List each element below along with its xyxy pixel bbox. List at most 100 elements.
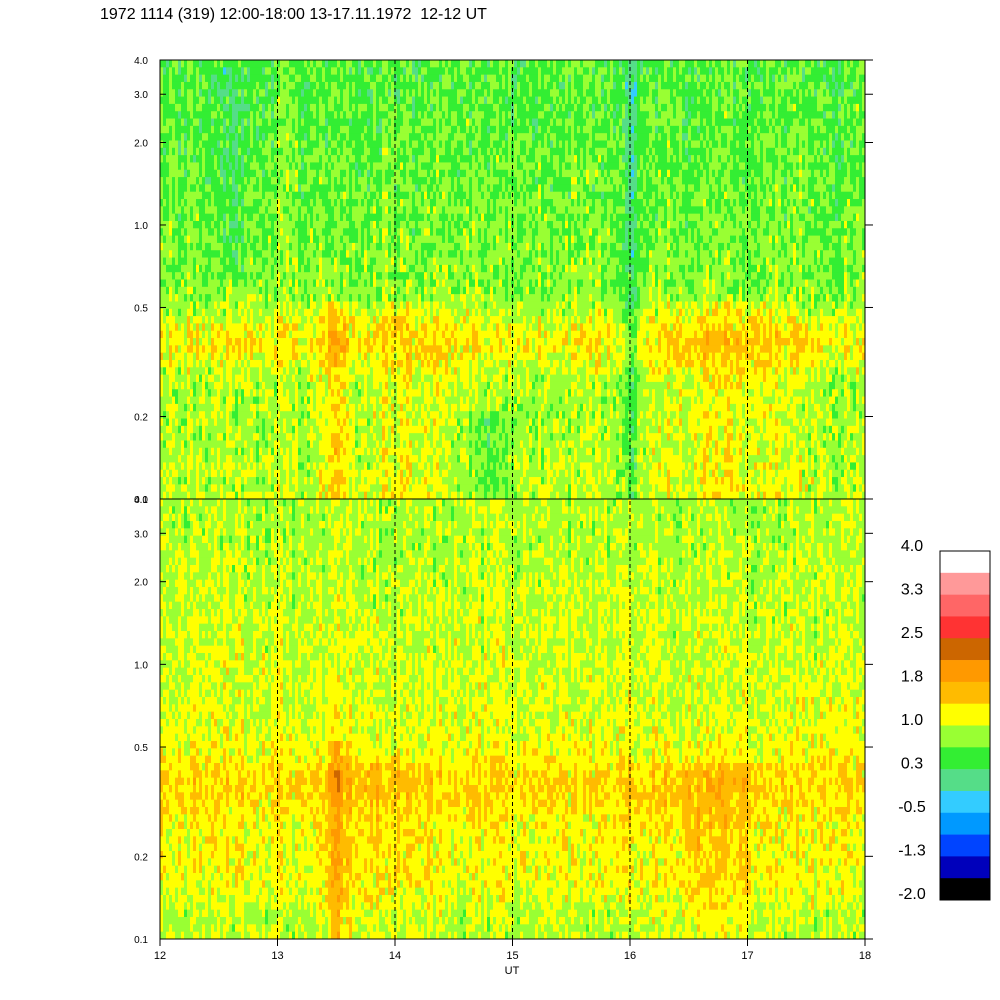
spectrogram-cell [301,264,305,273]
spectrogram-cell [262,381,266,390]
spectrogram-cell [373,250,377,258]
spectrogram-cell [181,279,185,288]
spectrogram-cell [286,338,290,346]
spectrogram-cell [250,220,254,229]
spectrogram-cell [250,235,254,244]
spectrogram-cell [361,96,365,105]
spectrogram-cell [283,338,287,346]
spectrogram-cell [223,374,227,383]
spectrogram-cell [178,396,182,405]
spectrogram-cell [172,374,176,383]
spectrogram-cell [235,491,239,499]
spectrogram-cell [397,286,401,295]
spectrogram-cell [283,374,287,383]
spectrogram-cell [190,491,194,499]
spectrogram-cell [172,433,176,441]
spectrogram-cell [301,396,305,405]
spectrogram-cell [307,162,311,171]
spectrogram-cell [331,403,335,412]
spectrogram-cell [346,345,350,354]
spectrogram-cell [166,272,170,280]
spectrogram-cell [385,140,389,149]
spectrogram-cell [208,103,212,112]
spectrogram-cell [211,60,215,68]
spectrogram-cell [361,279,365,288]
spectrogram-cell [382,425,386,434]
spectrogram-cell [406,213,410,222]
spectrogram-cell [286,140,290,149]
spectrogram-cell [364,323,368,332]
spectrogram-cell [316,374,320,383]
spectrogram-cell [244,103,248,112]
spectrogram-cell [184,367,188,376]
spectrogram-cell [253,323,257,332]
spectrogram-cell [274,177,278,185]
spectrogram-cell [226,469,230,478]
spectrogram-cell [307,96,311,105]
spectrogram-cell [160,272,164,280]
spectrogram-cell [196,455,200,463]
spectrogram-cell [247,103,251,112]
spectrogram-cell [325,316,329,324]
spectrogram-cell [310,308,314,317]
spectrogram-cell [337,155,341,163]
spectrogram-cell [358,425,362,434]
spectrogram-cell [409,177,413,185]
spectrogram-cell [328,440,332,449]
spectrogram-cell [283,133,287,141]
spectrogram-cell [253,411,257,419]
spectrogram-cell [397,213,401,222]
spectrogram-cell [193,89,197,97]
spectrogram-cell [277,469,281,478]
spectrogram-cell [235,411,239,419]
spectrogram-cell [334,155,338,163]
spectrogram-cell [223,235,227,244]
spectrogram-cell [406,367,410,376]
spectrogram-cell [388,228,392,236]
spectrogram-cell [169,294,173,302]
spectrogram-cell [304,191,308,200]
spectrogram-cell [244,330,248,339]
spectrogram-cell [394,367,398,376]
spectrogram-cell [310,147,314,156]
spectrogram-cell [196,184,200,193]
spectrogram-cell [298,433,302,441]
spectrogram-cell [328,338,332,346]
spectrogram-cell [346,418,350,427]
spectrogram-cell [271,477,275,485]
spectrogram-cell [346,125,350,134]
spectrogram-cell [292,257,296,266]
spectrogram-cell [178,367,182,376]
spectrogram-cell [394,184,398,193]
spectrogram-cell [382,433,386,441]
spectrogram-cell [397,294,401,302]
spectrogram-cell [235,111,239,119]
spectrogram-cell [361,462,365,471]
spectrogram-cell [214,257,218,266]
spectrogram-cell [334,425,338,434]
spectrogram-cell [277,118,281,127]
spectrogram-cell [319,484,323,493]
spectrogram-cell [193,374,197,383]
spectrogram-cell [307,308,311,317]
spectrogram-cell [265,338,269,346]
spectrogram-cell [400,125,404,134]
spectrogram-cell [184,177,188,185]
spectrogram-cell [376,323,380,332]
spectrogram-cell [340,133,344,141]
spectrogram-cell [181,111,185,119]
spectrogram-cell [208,447,212,456]
spectrogram-cell [334,89,338,97]
spectrogram-cell [280,433,284,441]
spectrogram-cell [325,177,329,185]
spectrogram-cell [220,374,224,383]
spectrogram-cell [325,330,329,339]
spectrogram-cell [376,359,380,368]
spectrogram-cell [169,220,173,229]
spectrogram-cell [349,242,353,251]
spectrogram-cell [253,381,257,390]
spectrogram-cell [310,184,314,193]
spectrogram-cell [268,294,272,302]
spectrogram-cell [223,206,227,215]
spectrogram-cell [253,396,257,405]
